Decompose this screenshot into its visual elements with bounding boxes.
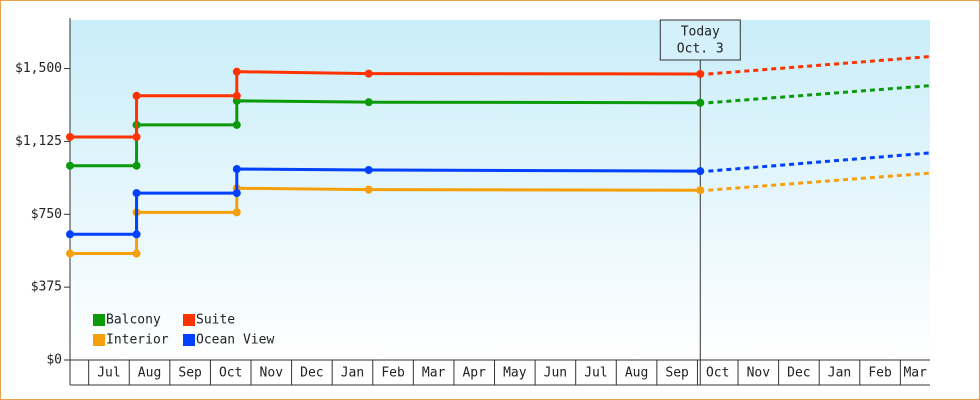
data-point <box>66 132 74 141</box>
x-tick-label: Mar <box>903 366 927 381</box>
today-label: Oct. 3 <box>677 42 724 57</box>
x-tick-label: Feb <box>868 366 892 381</box>
data-point <box>232 165 241 174</box>
data-point <box>232 91 241 100</box>
x-tick-label: Sep <box>665 366 689 381</box>
x-tick-label: May <box>503 366 527 381</box>
legend-swatch <box>93 314 105 326</box>
y-tick-label: $375 <box>31 280 62 295</box>
legend-label: Ocean View <box>196 333 274 348</box>
data-point <box>66 249 74 258</box>
x-tick-label: Aug <box>625 366 648 381</box>
data-point <box>232 208 241 217</box>
projection-line <box>708 171 931 192</box>
data-point <box>132 249 141 258</box>
legend-label: Interior <box>106 333 169 348</box>
projection-line <box>708 84 931 105</box>
y-tick-label: $750 <box>31 207 62 222</box>
x-tick-label: Nov <box>260 366 284 381</box>
legend-label: Suite <box>196 313 235 328</box>
today-label: Today <box>681 25 720 40</box>
data-point <box>66 230 74 239</box>
x-tick-label: Jan <box>341 366 364 381</box>
data-point <box>132 161 141 170</box>
x-tick-label: Feb <box>381 366 405 381</box>
projection-line <box>708 151 931 173</box>
x-tick-label: Dec <box>787 366 810 381</box>
x-tick-label: Apr <box>462 366 486 381</box>
legend-swatch <box>93 334 105 346</box>
x-tick-label: Jul <box>97 366 120 381</box>
data-point <box>132 230 141 239</box>
x-tick-label: Jul <box>584 366 607 381</box>
x-tick-label: Dec <box>300 366 323 381</box>
legend-label: Balcony <box>106 313 161 328</box>
data-point <box>232 67 241 76</box>
data-point <box>132 189 141 198</box>
y-tick-label: $0 <box>46 353 62 368</box>
data-point <box>696 186 705 195</box>
x-tick-label: Aug <box>138 366 161 381</box>
data-point <box>364 165 373 174</box>
x-tick-label: Oct <box>219 366 242 381</box>
x-tick-label: Sep <box>178 366 202 381</box>
data-point <box>364 98 373 107</box>
legend-swatch <box>183 314 195 326</box>
data-point <box>66 161 74 170</box>
data-point <box>696 70 705 79</box>
x-tick-label: Oct <box>706 366 729 381</box>
data-point <box>232 189 241 198</box>
data-point <box>132 91 141 100</box>
x-tick-label: Nov <box>747 366 771 381</box>
projection-line <box>708 55 931 76</box>
x-tick-label: Jan <box>828 366 851 381</box>
data-point <box>364 69 373 78</box>
data-point <box>364 185 373 194</box>
data-point <box>232 120 241 129</box>
today-box <box>659 19 741 61</box>
x-tick-label: Mar <box>422 366 446 381</box>
y-tick-label: $1,125 <box>15 134 62 149</box>
y-tick-label: $1,500 <box>15 61 62 76</box>
legend-swatch <box>183 334 195 346</box>
data-point <box>696 167 705 176</box>
data-point <box>696 98 705 107</box>
x-tick-label: Jun <box>544 366 567 381</box>
data-point <box>132 132 141 141</box>
